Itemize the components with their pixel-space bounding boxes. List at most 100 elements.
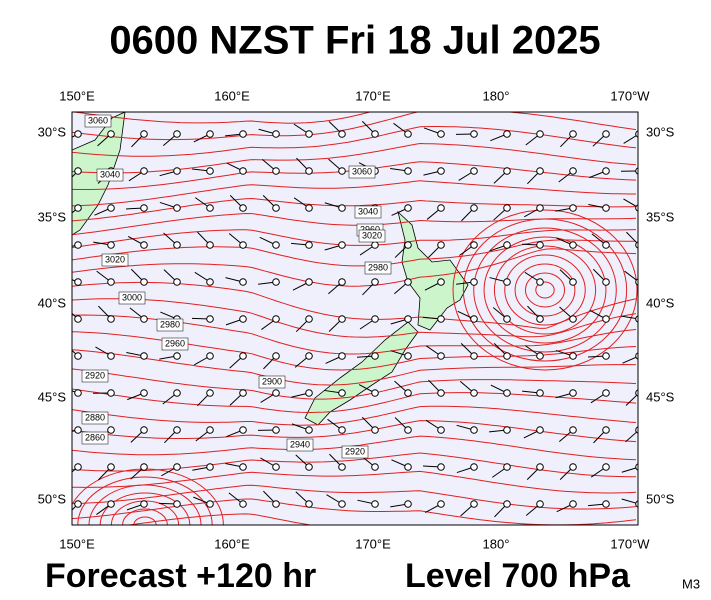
barb-station [404,463,412,471]
barb-station [404,426,412,434]
barb-station [635,167,638,175]
barb-station [371,426,379,434]
contour-label-box [341,445,369,459]
barb-station [371,241,379,249]
barb-station [602,389,610,397]
contour-label: 3060 [352,166,372,176]
barb-station [569,315,577,323]
barb-station [338,315,346,323]
barb-station [206,426,214,434]
contour-label-box [258,375,286,389]
barb-station [635,278,638,286]
barb-station [536,204,544,212]
barb-station [437,315,445,323]
level-label: Level 700 hPa [405,557,631,595]
barb-station [404,278,412,286]
barb-station [470,130,478,138]
barb-station [239,167,247,175]
contour-label-box [354,205,382,219]
barb-station [305,130,313,138]
barb-station [305,167,313,175]
barb-station [404,204,412,212]
lon-label-top: 170°W [610,88,650,103]
lat-label-right: 30°S [646,124,675,139]
barb-station [437,389,445,397]
barb-station [206,167,214,175]
barb-station [635,463,638,471]
barb-station [74,278,82,286]
contour-labels: 3060 3040 3020 3000 2980 2960 2920 2880 2860 2960… [81,114,392,459]
contour-label-box [118,291,146,305]
barb-station [569,463,577,471]
contour-label: 2920 [345,446,365,456]
barb-station [173,389,181,397]
barb-station [536,426,544,434]
barb-station [503,500,511,508]
barb-station [602,352,610,360]
contour-line [72,180,636,207]
barb-station [569,204,577,212]
barb-station [74,204,82,212]
contour-line [72,298,637,338]
barb-station [206,352,214,360]
barb-station [437,167,445,175]
barb-station [569,241,577,249]
lat-label-right: 40°S [646,295,675,310]
contour-ring [133,516,157,525]
barb-station [74,463,82,471]
barb-station [503,463,511,471]
barb-station [470,204,478,212]
barb-station [569,167,577,175]
lon-label-top: 170°E [355,88,391,103]
contour-ring [473,227,617,353]
barb-station [140,167,148,175]
title: 0600 NZST Fri 18 Jul 2025 [109,19,600,63]
lon-label-top: 160°E [214,88,250,103]
contour-ring [452,209,638,371]
contour-label-box [84,114,112,128]
contour-ring [122,508,168,525]
barb-station [305,389,313,397]
barb-station [140,389,148,397]
contour-label: 2880 [85,412,105,422]
contour-ring [514,263,576,317]
barb-station [338,204,346,212]
barb-station [107,352,115,360]
land-north-island [397,210,469,331]
barb-station [635,130,638,138]
lat-label-left: 45°S [38,389,67,404]
model-code: M3 [682,576,700,591]
barb-station [569,130,577,138]
contour-label-box [364,261,392,275]
lat-label-left: 35°S [38,209,67,224]
barb-station [404,500,412,508]
barb-station [272,204,280,212]
barb-station [107,500,115,508]
barb-station [503,315,511,323]
contour-ring [504,254,586,326]
barb-station [404,241,412,249]
barb-station [239,352,247,360]
barb-station [569,500,577,508]
barb-station [305,352,313,360]
contour-label-box [358,229,386,243]
lon-label-top: 150°E [59,88,95,103]
barb-station [107,463,115,471]
contour-ring [77,476,213,525]
barb-station [272,167,280,175]
barb-station [470,278,478,286]
barb-station [305,315,313,323]
barb-station [536,352,544,360]
contour-line [72,368,637,400]
barb-station [239,315,247,323]
barb-station [635,389,638,397]
lat-label-left: 50°S [38,491,67,506]
barb-station [536,500,544,508]
barb-station [173,130,181,138]
contour-label-box [101,253,129,267]
barb-station [536,167,544,175]
lon-label-bottom: 180° [483,536,510,551]
barb-station [239,389,247,397]
map-frame [71,111,639,526]
